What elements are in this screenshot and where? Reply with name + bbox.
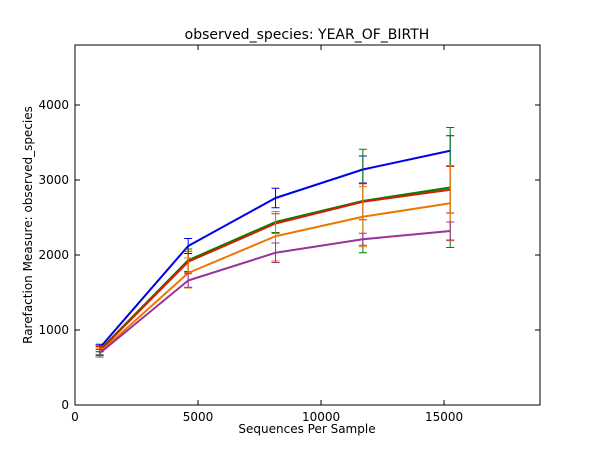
- y-axis-label: Rarefaction Measure: observed_species: [21, 106, 35, 344]
- y-tick-label: 2000: [38, 248, 69, 262]
- y-tick-label: 1000: [38, 323, 69, 337]
- y-tick-label: 4000: [38, 98, 69, 112]
- y-tick-label: 3000: [38, 173, 69, 187]
- x-tick-label: 0: [71, 410, 79, 424]
- x-tick-label: 10000: [302, 410, 340, 424]
- series-5: [95, 221, 455, 358]
- x-axis-label: Sequences Per Sample: [238, 422, 375, 436]
- y-tick-label: 0: [61, 398, 69, 412]
- x-tick-label: 15000: [425, 410, 463, 424]
- x-tick-label: 5000: [183, 410, 214, 424]
- series-line: [98, 230, 451, 355]
- chart-title: observed_species: YEAR_OF_BIRTH: [185, 27, 430, 43]
- plot-frame: [74, 44, 541, 406]
- series-line: [98, 202, 451, 354]
- series-line: [98, 149, 451, 349]
- plot-area: 0 5000 10000 15000 0 1000 2000 3000 4000: [38, 45, 540, 424]
